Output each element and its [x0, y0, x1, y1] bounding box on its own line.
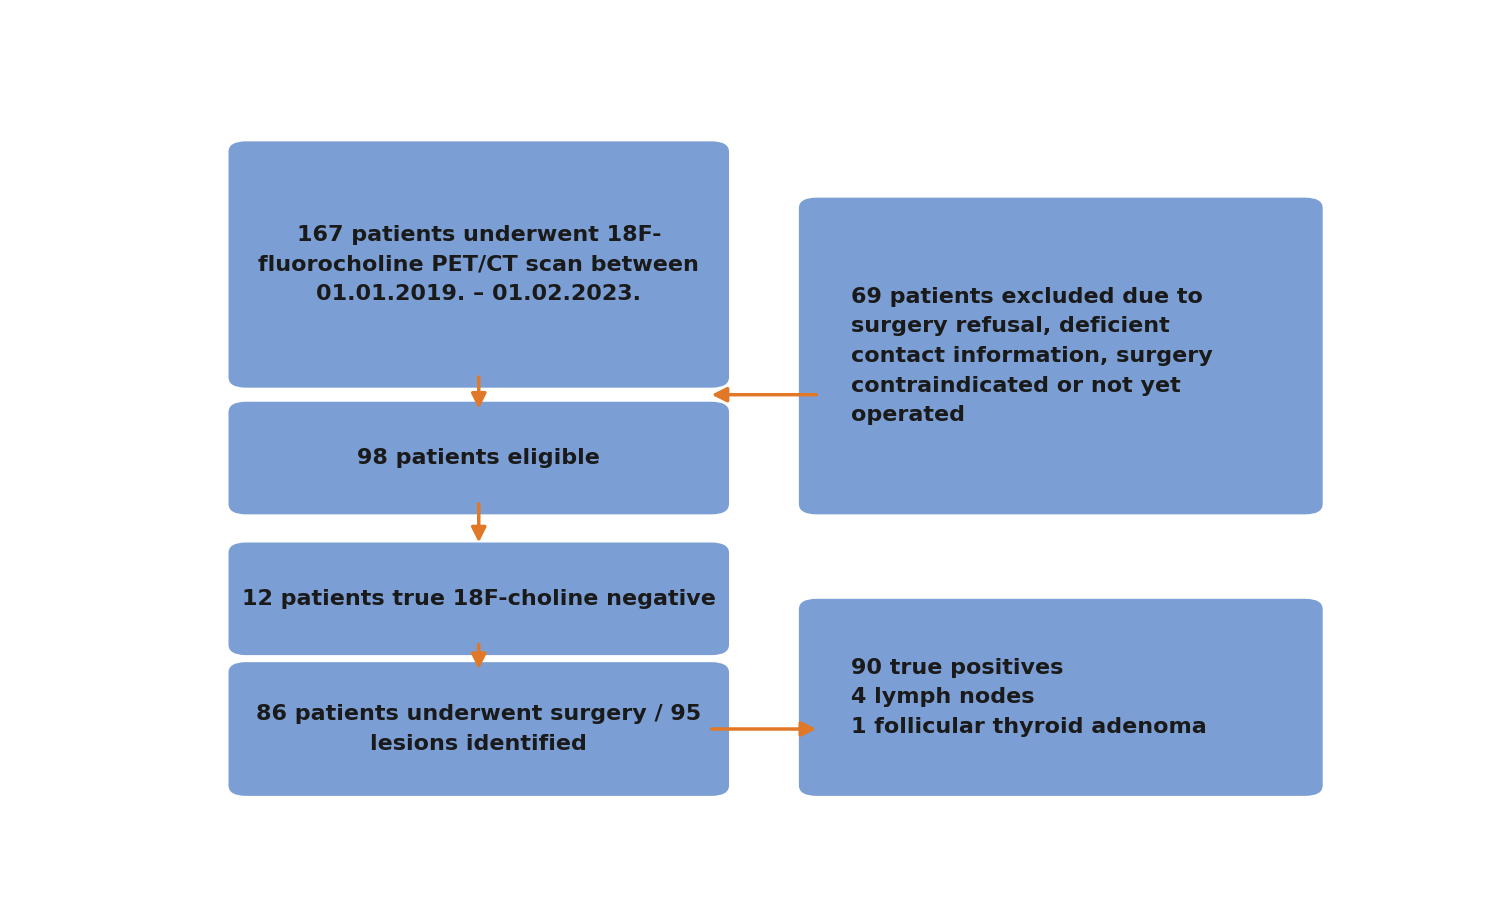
- Text: 167 patients underwent 18F-
fluorocholine PET/CT scan between
01.01.2019. – 01.0: 167 patients underwent 18F- fluorocholin…: [258, 225, 700, 304]
- FancyBboxPatch shape: [228, 662, 728, 796]
- FancyBboxPatch shape: [799, 599, 1323, 796]
- Text: 12 patients true 18F-choline negative: 12 patients true 18F-choline negative: [242, 589, 715, 609]
- FancyBboxPatch shape: [228, 402, 728, 515]
- FancyBboxPatch shape: [228, 543, 728, 655]
- FancyBboxPatch shape: [228, 142, 728, 388]
- Text: 69 patients excluded due to
surgery refusal, deficient
contact information, surg: 69 patients excluded due to surgery refu…: [850, 287, 1212, 425]
- FancyBboxPatch shape: [799, 197, 1323, 515]
- Text: 86 patients underwent surgery / 95
lesions identified: 86 patients underwent surgery / 95 lesio…: [257, 704, 701, 754]
- Text: 98 patients eligible: 98 patients eligible: [357, 448, 601, 468]
- Text: 90 true positives
4 lymph nodes
1 follicular thyroid adenoma: 90 true positives 4 lymph nodes 1 follic…: [850, 658, 1206, 737]
